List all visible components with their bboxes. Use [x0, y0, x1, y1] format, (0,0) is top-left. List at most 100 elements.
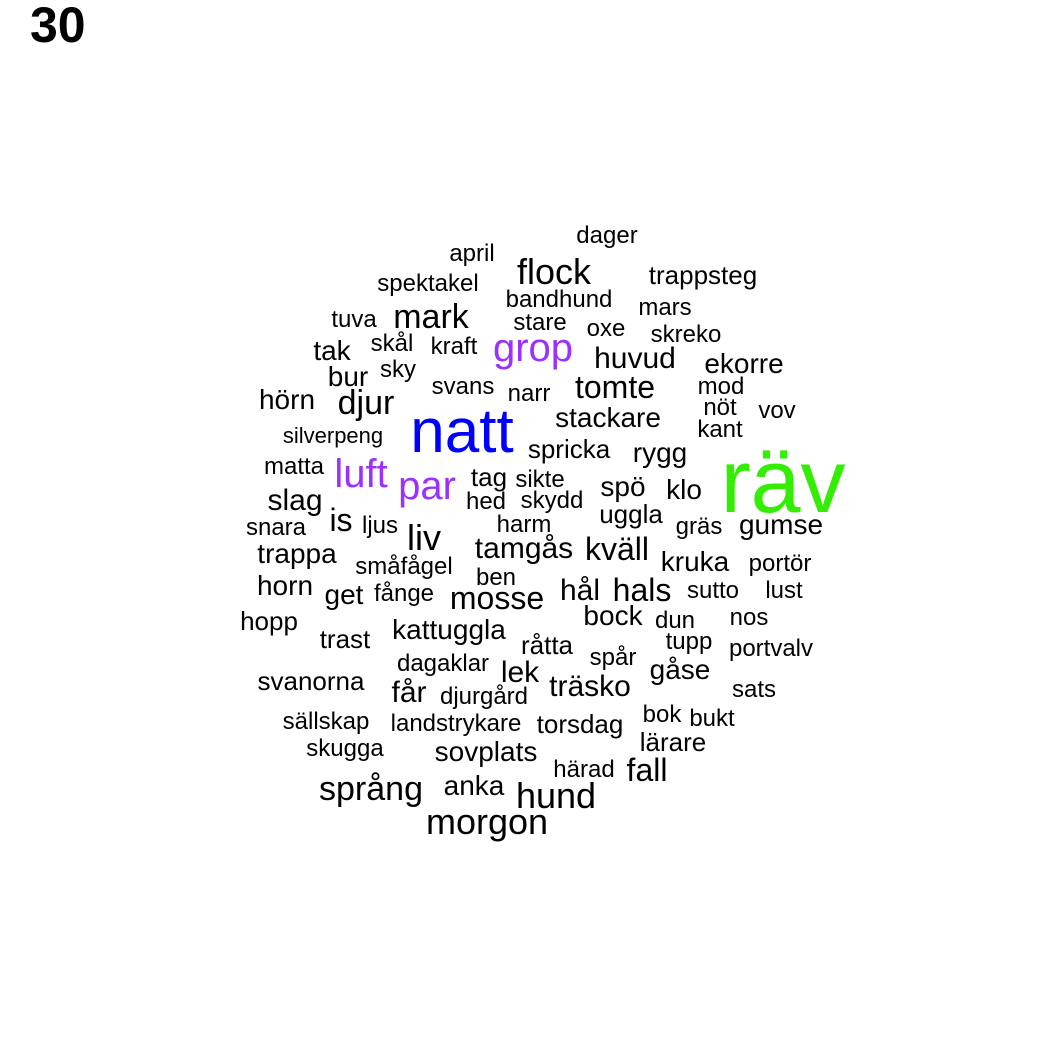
cloud-word: stare [513, 309, 567, 336]
cloud-word: tag [470, 462, 508, 492]
cloud-word: slag [267, 484, 323, 517]
cloud-word: lek [500, 656, 540, 689]
cloud-word: skydd [520, 487, 584, 514]
cloud-word: nos [729, 604, 769, 631]
cloud-word: sutto [686, 577, 740, 604]
cloud-word: kväll [584, 531, 650, 567]
cloud-word: hörn [258, 384, 316, 415]
page-number: 30 [30, 0, 86, 53]
cloud-word: trappsteg [648, 260, 758, 290]
cloud-word: spö [600, 471, 646, 502]
cloud-word: hopp [240, 606, 298, 636]
cloud-word: tak [313, 335, 351, 366]
cloud-word: flock [516, 251, 592, 292]
cloud-word: småfågel [355, 553, 453, 580]
cloud-word: svanorna [257, 666, 365, 696]
cloud-word: gåse [649, 654, 711, 685]
cloud-word: tamgås [474, 532, 574, 565]
cloud-word: lärare [639, 727, 707, 757]
cloud-word: sats [731, 676, 777, 703]
cloud-word: uggla [599, 499, 663, 529]
cloud-word: skreko [650, 321, 722, 348]
cloud-word: anka [443, 770, 505, 801]
cloud-word: morgon [425, 801, 549, 842]
cloud-word: natt [410, 397, 514, 466]
cloud-word: hund [515, 775, 597, 816]
cloud-word: is [329, 502, 353, 538]
cloud-word: dager [576, 222, 638, 249]
cloud-word: bok [642, 701, 682, 728]
cloud-word: get [324, 579, 364, 610]
cloud-word: sovplats [434, 736, 538, 767]
cloud-word: spricka [527, 434, 611, 464]
cloud-word: kant [697, 416, 743, 443]
cloud-word: stackare [555, 402, 661, 433]
cloud-word: luft [334, 452, 388, 496]
cloud-word: djurgård [439, 683, 529, 710]
cloud-word: räv [720, 432, 846, 532]
cloud-word: torsdag [536, 709, 624, 739]
cloud-word: kruka [660, 546, 730, 577]
cloud-word: nöt [703, 394, 737, 421]
cloud-word: mosse [449, 580, 545, 616]
cloud-word: harm [496, 511, 552, 538]
cloud-word: klo [666, 474, 702, 505]
cloud-word: kraft [430, 333, 478, 360]
cloud-word: liv [407, 517, 441, 558]
cloud-word: gräs [675, 513, 723, 540]
cloud-word: tuva [331, 306, 377, 333]
cloud-word: råtta [520, 630, 574, 660]
cloud-word: rygg [632, 437, 688, 468]
cloud-word: vov [758, 397, 796, 424]
cloud-word: portvalv [728, 635, 814, 662]
cloud-word: bock [583, 600, 643, 631]
cloud-word: trast [319, 624, 371, 654]
cloud-word: grop [492, 326, 574, 370]
cloud-word: bukt [689, 705, 735, 732]
cloud-word: härad [553, 756, 615, 783]
cloud-word: huvud [594, 342, 676, 375]
cloud-word: snara [245, 514, 307, 541]
cloud-word: dagaklar [396, 650, 490, 677]
cloud-word: hed [465, 488, 507, 515]
cloud-word: sällskap [282, 708, 370, 735]
cloud-word: portör [748, 550, 812, 577]
cloud-word: silverpeng [282, 423, 384, 448]
cloud-word: mars [638, 294, 692, 321]
cloud-word: ben [475, 564, 517, 591]
cloud-word: lust [765, 577, 803, 604]
cloud-word: spår [589, 644, 637, 671]
cloud-word: skugga [306, 735, 384, 762]
cloud-word: djur [337, 384, 395, 422]
cloud-word: hål [559, 574, 601, 607]
cloud-word: trappa [257, 538, 337, 569]
cloud-word: ljus [361, 512, 399, 539]
cloud-word: fånge [373, 580, 435, 607]
cloud-word: mod [697, 373, 745, 400]
cloud-word: sky [380, 356, 416, 383]
cloud-word: horn [256, 570, 314, 601]
cloud-word: hals [612, 572, 672, 608]
cloud-word: får [391, 676, 427, 709]
cloud-word: mark [393, 298, 469, 336]
cloud-word: oxe [586, 315, 626, 342]
cloud-word: sikte [515, 466, 565, 493]
cloud-word: språng [319, 770, 423, 808]
cloud-word: landstrykare [390, 710, 522, 737]
cloud-word: tomte [574, 369, 656, 405]
cloud-word: spektakel [377, 270, 479, 297]
cloud-word: träsko [549, 670, 631, 703]
cloud-word: matta [263, 453, 325, 480]
cloud-word: narr [507, 380, 551, 407]
cloud-word: fall [626, 752, 668, 788]
cloud-word: april [449, 240, 495, 267]
cloud-word: par [398, 464, 456, 508]
cloud-word: bur [327, 361, 369, 392]
cloud-word: kattuggla [392, 614, 506, 645]
cloud-word: ekorre [704, 348, 784, 379]
cloud-word: tupp [665, 628, 713, 655]
cloud-word: dun [654, 607, 696, 634]
cloud-word: bandhund [505, 286, 613, 313]
cloud-word: skål [370, 330, 414, 357]
